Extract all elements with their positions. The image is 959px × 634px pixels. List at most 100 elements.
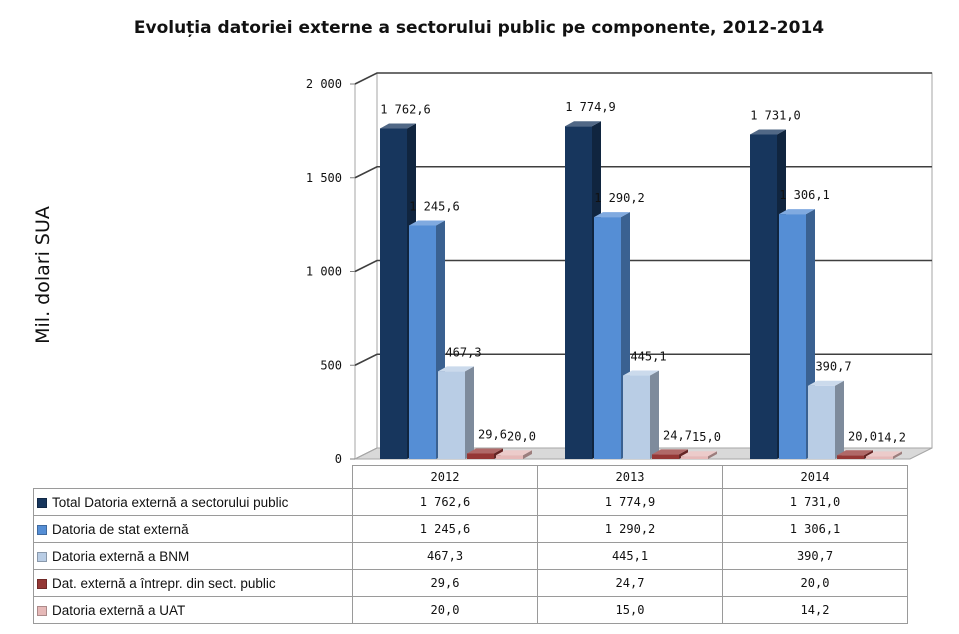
table-row: Datoria de stat externă 1 245,6 1 290,2 … bbox=[33, 515, 908, 543]
legend-key bbox=[37, 524, 47, 535]
bar-side bbox=[835, 380, 844, 459]
y-tick-label: 2 000 bbox=[306, 77, 342, 91]
bar-top bbox=[866, 451, 902, 457]
legend-entry: Total Datoria externă a sectorului publi… bbox=[33, 488, 353, 516]
data-label: 1 245,6 bbox=[409, 199, 460, 213]
table-row: Datoria externă a BNM 467,3 445,1 390,7 bbox=[33, 542, 908, 570]
table-cell: 20,0 bbox=[722, 569, 908, 597]
table-cell: 1 290,2 bbox=[537, 515, 723, 543]
legend-key bbox=[37, 551, 47, 562]
data-label: 14,2 bbox=[877, 430, 906, 444]
bar-top bbox=[496, 450, 532, 456]
table-row: Total Datoria externă a sectorului publi… bbox=[33, 488, 908, 516]
bar-side bbox=[708, 451, 717, 459]
bar-front bbox=[652, 454, 679, 459]
gridline bbox=[354, 353, 932, 366]
bar-top bbox=[565, 121, 601, 127]
table-corner bbox=[33, 465, 353, 489]
bar-front bbox=[467, 453, 494, 459]
y-tick-label: 1 000 bbox=[306, 265, 342, 279]
table-cell: 1 245,6 bbox=[352, 515, 538, 543]
gridline bbox=[354, 165, 932, 179]
legend-key bbox=[37, 497, 47, 508]
table-cell: 1 774,9 bbox=[537, 488, 723, 516]
legend-entry: Datoria externă a BNM bbox=[33, 542, 353, 570]
bar-front bbox=[623, 375, 650, 459]
bar-top bbox=[779, 209, 815, 215]
data-label: 1 306,1 bbox=[779, 188, 830, 202]
table-cell: 467,3 bbox=[352, 542, 538, 570]
data-label: 15,0 bbox=[692, 430, 721, 444]
bar-side bbox=[523, 450, 532, 459]
table-cell: 1 762,6 bbox=[352, 488, 538, 516]
data-table: 2012 2013 2014 Total Datoria externă a s… bbox=[33, 465, 908, 624]
table-cell: 1 731,0 bbox=[722, 488, 908, 516]
bar-side bbox=[650, 370, 659, 459]
year-header: 2014 bbox=[722, 465, 908, 489]
table-cell: 1 306,1 bbox=[722, 515, 908, 543]
bar-top bbox=[409, 220, 445, 226]
bar-front bbox=[438, 371, 465, 459]
data-label: 29,6 bbox=[478, 427, 507, 441]
data-label: 20,0 bbox=[507, 429, 536, 443]
table-cell: 15,0 bbox=[537, 596, 723, 624]
data-label: 20,0 bbox=[848, 429, 877, 443]
bar-front bbox=[409, 225, 436, 459]
data-label: 1 774,9 bbox=[565, 100, 616, 114]
table-row: Datoria externă a UAT 20,0 15,0 14,2 bbox=[33, 596, 908, 624]
series-name: Datoria externă a BNM bbox=[52, 548, 190, 564]
gridline bbox=[354, 259, 932, 273]
series-name: Total Datoria externă a sectorului publi… bbox=[52, 494, 289, 510]
bar-top bbox=[837, 450, 873, 456]
year-header: 2012 bbox=[352, 465, 538, 489]
data-label: 1 290,2 bbox=[594, 191, 645, 205]
data-label: 467,3 bbox=[445, 345, 481, 359]
data-label: 390,7 bbox=[815, 360, 851, 374]
bar-front bbox=[496, 455, 523, 459]
bar-top bbox=[380, 123, 416, 129]
bar-top bbox=[623, 370, 659, 376]
bar-top bbox=[438, 366, 474, 372]
table-cell: 14,2 bbox=[722, 596, 908, 624]
series-name: Datoria de stat externă bbox=[52, 521, 189, 537]
chart-title: Evoluția datoriei externe a sectorului p… bbox=[134, 18, 824, 38]
table-cell: 20,0 bbox=[352, 596, 538, 624]
gridline bbox=[354, 72, 932, 85]
bar-front bbox=[594, 217, 621, 459]
bar-front bbox=[681, 456, 708, 459]
y-axis-ticks: 0 500 1 000 1 500 2 000 bbox=[306, 77, 355, 466]
table-cell: 29,6 bbox=[352, 569, 538, 597]
data-label: 1 731,0 bbox=[750, 108, 801, 122]
legend-entry: Datoria de stat externă bbox=[33, 515, 353, 543]
bar-top bbox=[681, 451, 717, 457]
bar-top bbox=[808, 380, 844, 386]
table-cell: 24,7 bbox=[537, 569, 723, 597]
table-cell: 390,7 bbox=[722, 542, 908, 570]
bar-top bbox=[750, 129, 786, 135]
y-axis-label: Mil. dolari SUA bbox=[32, 206, 54, 344]
table-row: Dat. externă a întrepr. din sect. public… bbox=[33, 569, 908, 597]
bar-side bbox=[893, 451, 902, 459]
legend-entry: Datoria externă a UAT bbox=[33, 596, 353, 624]
bar-top bbox=[594, 212, 630, 218]
bar-side bbox=[465, 366, 474, 459]
legend-key bbox=[37, 578, 47, 589]
y-tick-label: 0 bbox=[335, 452, 342, 466]
year-header: 2013 bbox=[537, 465, 723, 489]
series-name: Dat. externă a întrepr. din sect. public bbox=[52, 575, 276, 591]
bar-top bbox=[467, 448, 503, 454]
table-cell: 445,1 bbox=[537, 542, 723, 570]
bar-front bbox=[750, 134, 777, 459]
bar-front bbox=[779, 214, 806, 459]
data-label: 24,7 bbox=[663, 428, 692, 442]
legend-entry: Dat. externă a întrepr. din sect. public bbox=[33, 569, 353, 597]
bar-front bbox=[380, 128, 407, 459]
y-tick-label: 500 bbox=[320, 358, 342, 372]
bar-front bbox=[866, 456, 893, 459]
data-label: 1 762,6 bbox=[380, 103, 431, 117]
gridline bbox=[354, 447, 932, 460]
bar-front bbox=[837, 455, 864, 459]
gridlines bbox=[354, 72, 932, 460]
bar-front bbox=[565, 126, 592, 460]
